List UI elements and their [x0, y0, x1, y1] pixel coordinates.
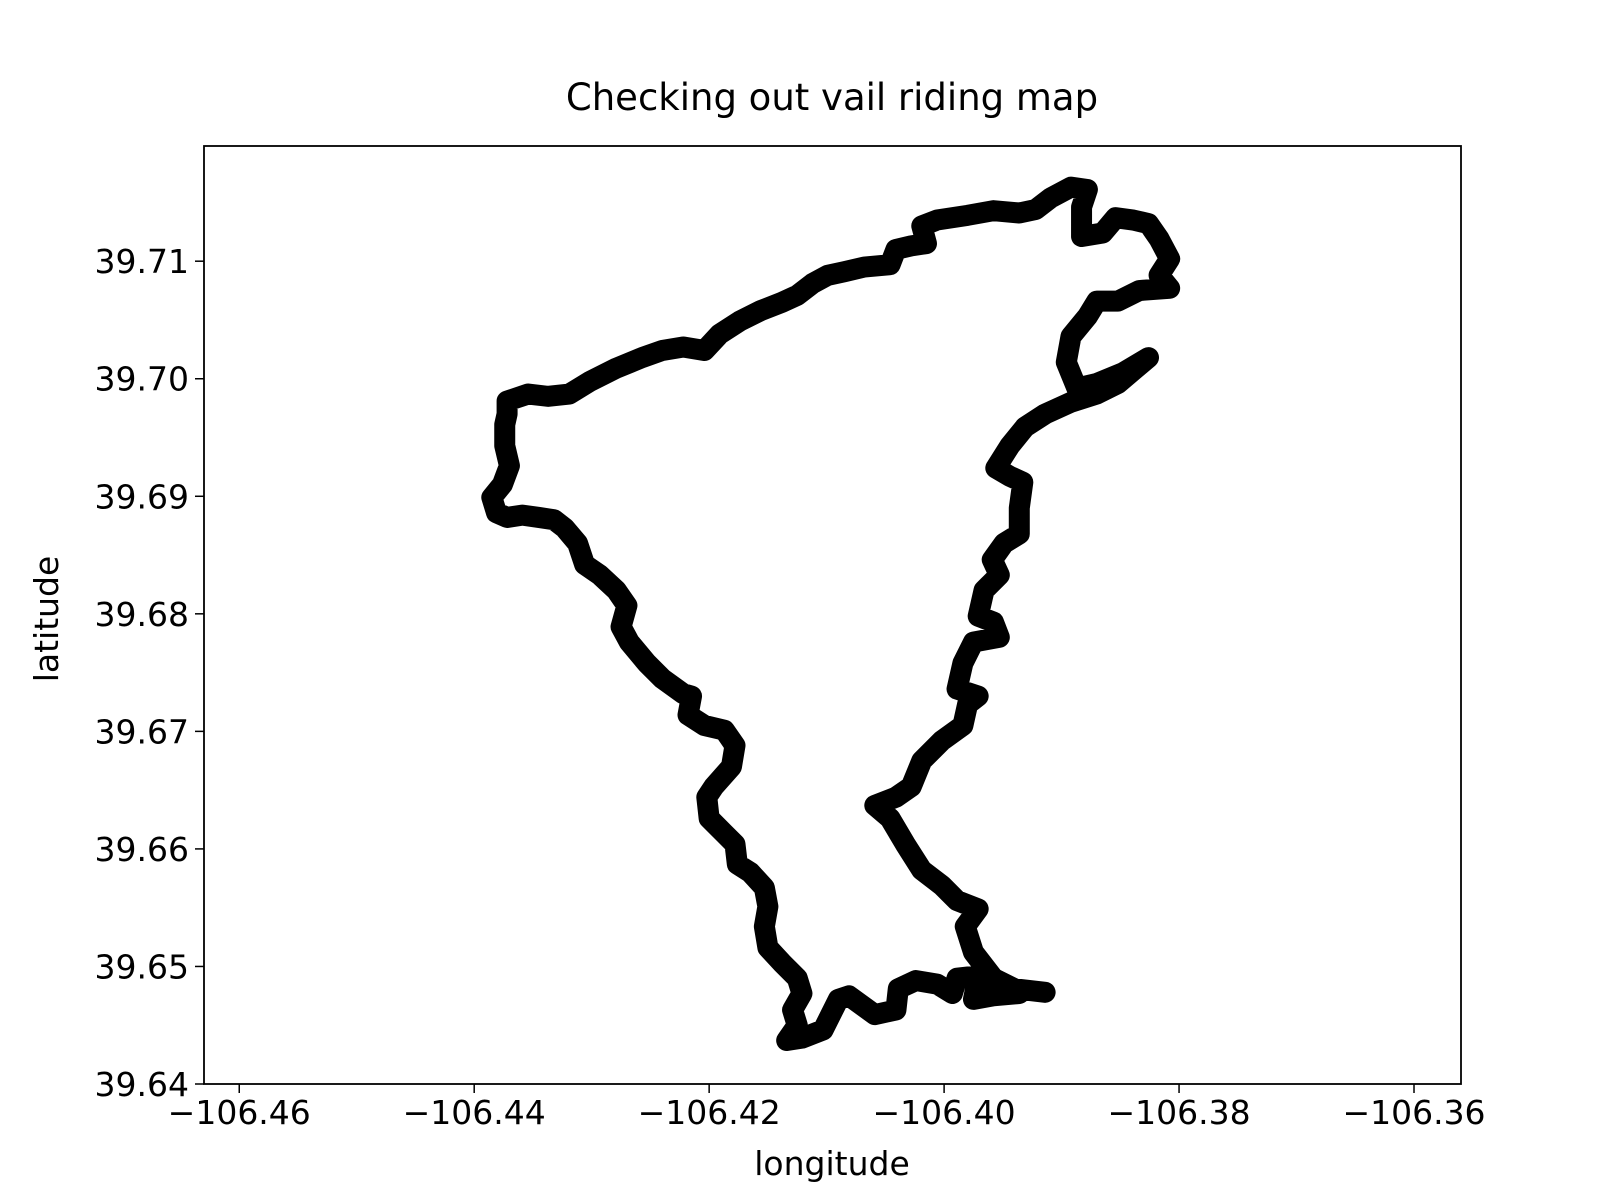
- y-axis-label: latitude: [27, 556, 66, 683]
- y-tick-label: 39.69: [95, 477, 189, 516]
- x-tick-label: −106.44: [403, 1093, 546, 1132]
- y-tick-label: 39.71: [95, 242, 189, 281]
- y-tick-label: 39.66: [95, 830, 189, 869]
- y-tick-label: 39.70: [95, 360, 189, 399]
- plot-frame: [203, 145, 1462, 1085]
- x-tick-label: −106.46: [168, 1093, 311, 1132]
- x-tick-label: −106.42: [638, 1093, 781, 1132]
- x-tick-label: −106.36: [1342, 1093, 1485, 1132]
- x-tick-label: −106.40: [873, 1093, 1016, 1132]
- x-tick-label: −106.38: [1107, 1093, 1250, 1132]
- y-tick-label: 39.65: [95, 947, 189, 986]
- y-tick-label: 39.68: [95, 595, 189, 634]
- y-tick-label: 39.64: [95, 1065, 189, 1104]
- x-axis-label: longitude: [754, 1144, 910, 1183]
- chart-title: Checking out vail riding map: [566, 76, 1098, 119]
- y-tick-label: 39.67: [95, 712, 189, 751]
- track-line: [481, 176, 1181, 1052]
